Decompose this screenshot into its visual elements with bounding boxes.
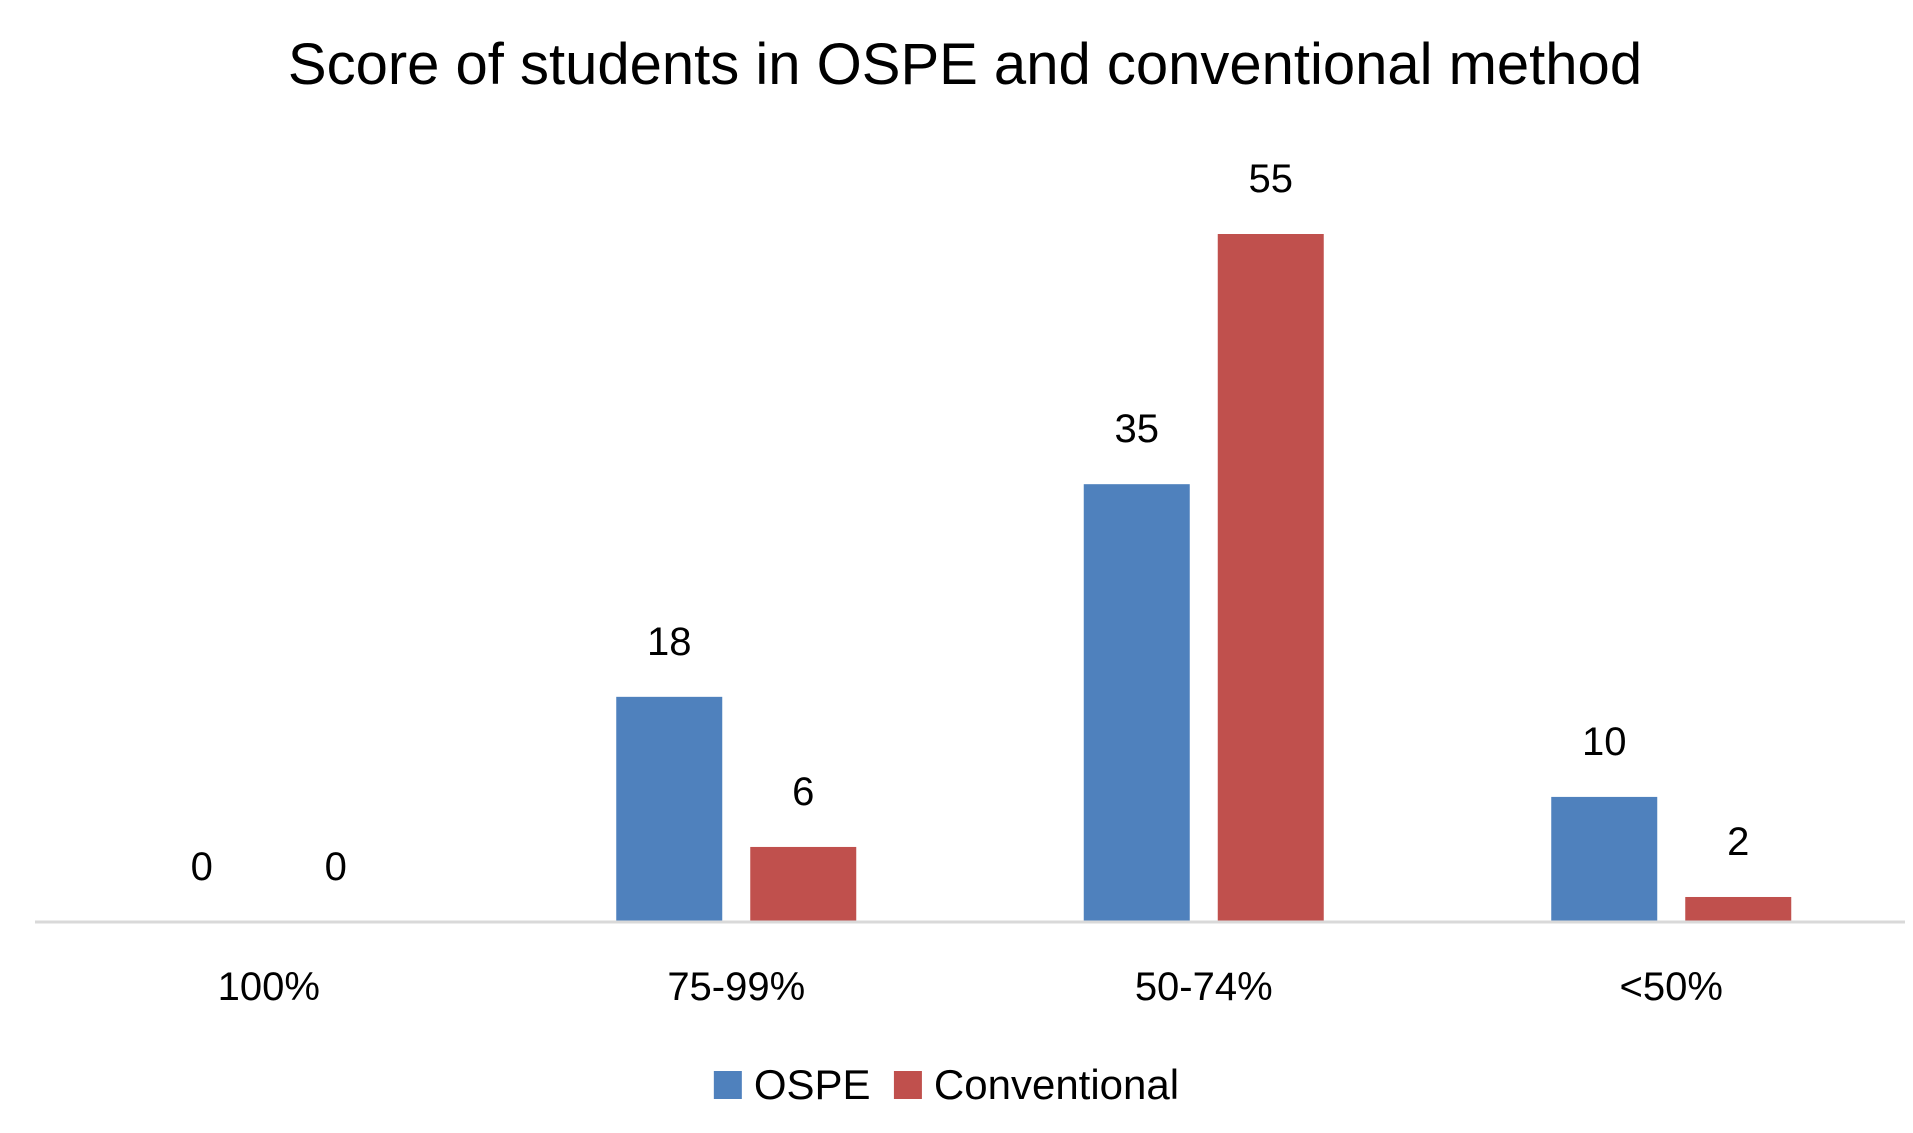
legend-label-conventional: Conventional — [934, 1061, 1179, 1108]
chart-title: Score of students in OSPE and convention… — [288, 32, 1642, 97]
data-label-conventional-50: 2 — [1727, 820, 1749, 864]
category-labels-layer: 100% 75-99% 50-74% <50% — [218, 965, 1723, 1009]
bar-ospe-75-99 — [616, 696, 723, 922]
data-label-ospe-50: 10 — [1582, 720, 1627, 764]
legend-label-ospe: OSPE — [754, 1061, 871, 1108]
bar-conventional-50-74 — [1217, 234, 1324, 922]
data-label-ospe-50-74: 35 — [1115, 407, 1160, 451]
legend-swatch-conventional — [893, 1071, 922, 1099]
legend-swatch-ospe — [713, 1071, 742, 1099]
value-labels-layer: 0 0 18 6 35 55 10 2 — [191, 157, 1750, 889]
bar-conventional-50 — [1685, 896, 1792, 922]
legend: OSPE Conventional — [713, 1061, 1179, 1108]
data-label-ospe-100: 0 — [191, 845, 213, 889]
bar-conventional-75-99 — [750, 846, 857, 922]
data-label-conventional-100: 0 — [325, 845, 347, 889]
data-label-conventional-75-99: 6 — [792, 770, 814, 814]
bars-layer — [616, 234, 1792, 922]
x-tick-label: 50-74% — [1135, 965, 1273, 1009]
data-label-ospe-75-99: 18 — [647, 620, 692, 664]
bar-ospe-50 — [1551, 796, 1658, 922]
x-tick-label: 75-99% — [667, 965, 805, 1009]
data-label-conventional-50-74: 55 — [1249, 157, 1294, 201]
x-tick-label: <50% — [1620, 965, 1723, 1009]
x-tick-label: 100% — [218, 965, 320, 1009]
bar-ospe-50-74 — [1083, 484, 1190, 922]
